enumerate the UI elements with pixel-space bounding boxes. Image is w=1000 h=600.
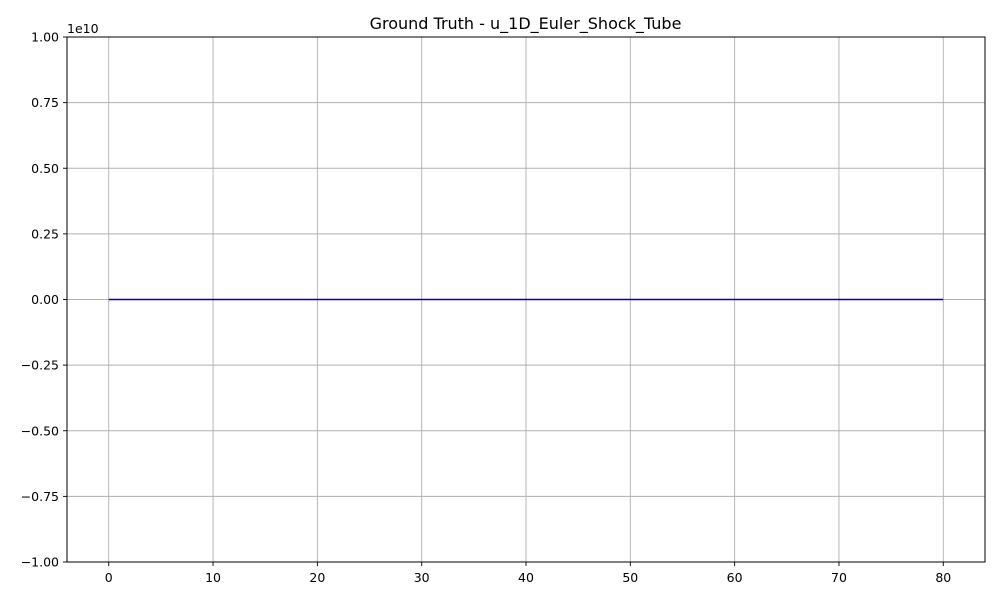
x-tick-label: 40 bbox=[518, 570, 534, 585]
x-tick-label: 80 bbox=[935, 570, 951, 585]
x-tick-label: 30 bbox=[414, 570, 430, 585]
y-tick-label: −0.75 bbox=[21, 489, 59, 504]
chart-title: Ground Truth - u_1D_Euler_Shock_Tube bbox=[370, 14, 682, 34]
x-tick-label: 50 bbox=[622, 570, 638, 585]
x-tick-label: 10 bbox=[205, 570, 221, 585]
y-tick-label: 1.00 bbox=[31, 30, 59, 45]
y-tick-label: 0.00 bbox=[31, 292, 59, 307]
tick-marks bbox=[63, 36, 944, 566]
y-axis-offset-label: 1e10 bbox=[67, 21, 99, 36]
y-tick-labels: −1.00 −0.75 −0.50 −0.25 0.00 0.25 0.50 0.75 1.00 bbox=[21, 30, 59, 570]
y-tick-label: −0.50 bbox=[21, 423, 59, 438]
x-tick-label: 20 bbox=[309, 570, 325, 585]
x-tick-label: 70 bbox=[831, 570, 847, 585]
y-tick-label: 0.75 bbox=[31, 95, 59, 110]
y-tick-label: 0.25 bbox=[31, 226, 59, 241]
y-tick-label: 0.50 bbox=[31, 161, 59, 176]
x-tick-labels: 0 10 20 30 40 50 60 70 80 bbox=[105, 570, 952, 585]
x-tick-label: 60 bbox=[727, 570, 743, 585]
plot-area: 0 10 20 30 40 50 60 70 80 −1.00 −0.75 −0.50 −0.25 0.… bbox=[21, 30, 986, 585]
y-tick-label: −0.25 bbox=[21, 358, 59, 373]
y-tick-label: −1.00 bbox=[21, 555, 59, 570]
x-tick-label: 0 bbox=[105, 570, 113, 585]
